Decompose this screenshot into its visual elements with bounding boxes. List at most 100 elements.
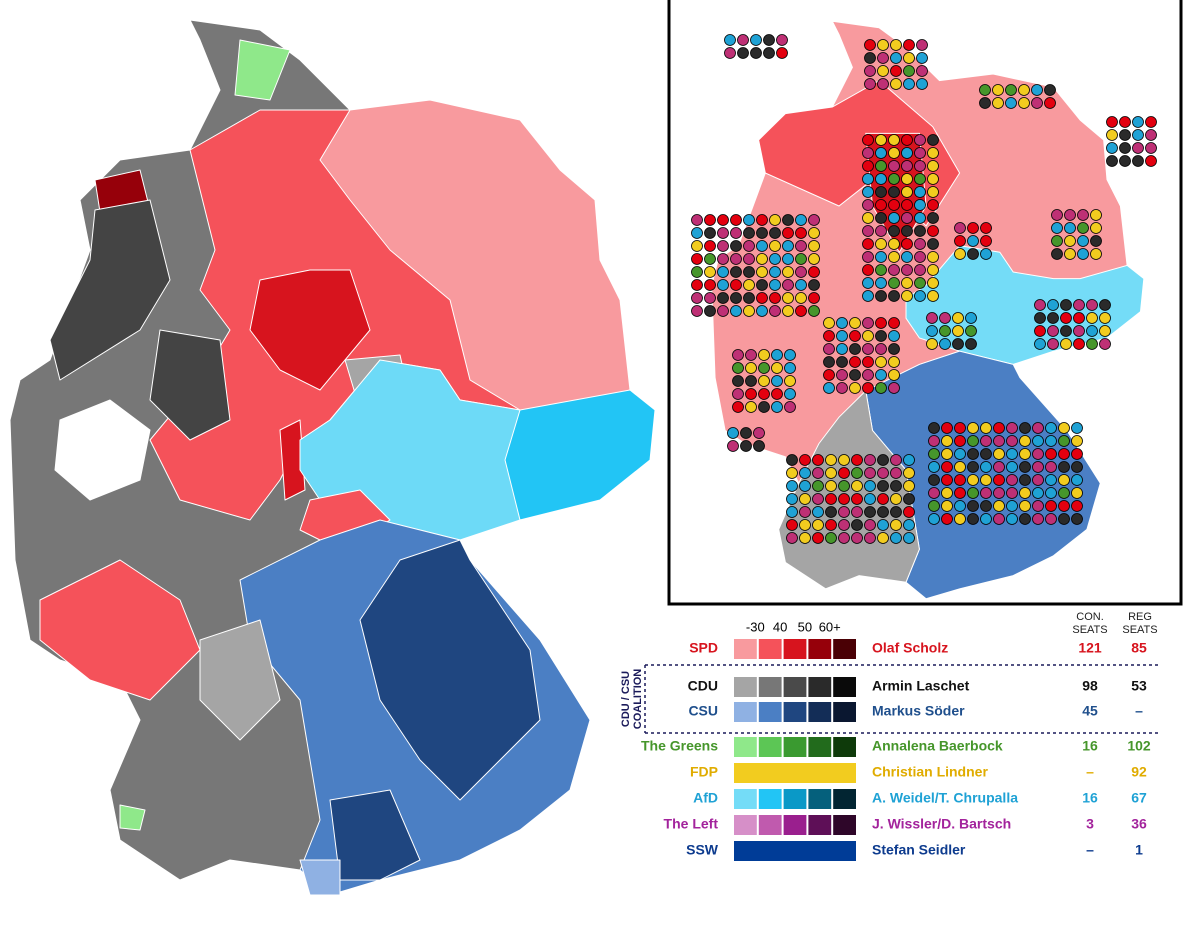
- seat-dot: [875, 199, 887, 211]
- seat-dot: [1132, 116, 1144, 128]
- seat-dot: [864, 52, 876, 64]
- constituency-seats: 45: [1082, 703, 1098, 719]
- seat-dot: [750, 47, 762, 59]
- seat-dot: [745, 362, 757, 374]
- color-swatch: [734, 763, 856, 783]
- seat-dot: [704, 214, 716, 226]
- seat-dot: [808, 240, 820, 252]
- seat-dot: [1032, 422, 1044, 434]
- seat-dot: [1006, 500, 1018, 512]
- seat-dot: [903, 467, 915, 479]
- seat-dot: [901, 160, 913, 172]
- seat-dot: [914, 160, 926, 172]
- seat-dot: [903, 454, 915, 466]
- seat-dot: [782, 240, 794, 252]
- seat-dot: [888, 160, 900, 172]
- seat-dot: [1064, 222, 1076, 234]
- seat-dot: [928, 474, 940, 486]
- color-swatch: [734, 841, 856, 861]
- seat-dot: [717, 214, 729, 226]
- seat-dot: [862, 369, 874, 381]
- seat-dot: [993, 474, 1005, 486]
- seat-dot: [1073, 325, 1085, 337]
- seat-dot: [927, 134, 939, 146]
- seat-dot: [1044, 97, 1056, 109]
- seat-dot: [1018, 97, 1030, 109]
- seat-dot: [888, 290, 900, 302]
- seat-dot: [1058, 422, 1070, 434]
- seat-dot: [1064, 235, 1076, 247]
- seat-dot: [1019, 461, 1031, 473]
- seat-dot: [823, 317, 835, 329]
- seat-dot: [901, 186, 913, 198]
- seat-dot: [1031, 84, 1043, 96]
- seat-dot: [1019, 500, 1031, 512]
- seat-dot: [954, 448, 966, 460]
- seat-dot: [717, 266, 729, 278]
- color-swatch: [734, 789, 757, 809]
- seat-dot: [939, 325, 951, 337]
- seat-dot: [1071, 513, 1083, 525]
- seat-dot: [901, 251, 913, 263]
- seat-dot: [903, 78, 915, 90]
- column-header: CON.: [1076, 611, 1104, 623]
- seat-dot: [992, 97, 1004, 109]
- seat-dot: [954, 248, 966, 260]
- color-swatch: [758, 815, 782, 835]
- seat-dot: [1064, 209, 1076, 221]
- seat-dot: [812, 467, 824, 479]
- seat-dot: [849, 317, 861, 329]
- seat-dot: [862, 251, 874, 263]
- color-swatch: [808, 639, 832, 659]
- seat-dot: [901, 134, 913, 146]
- seat-dot: [1086, 338, 1098, 350]
- seat-dot: [903, 493, 915, 505]
- seat-dot: [901, 173, 913, 185]
- seat-dot: [980, 248, 992, 260]
- seat-dot: [862, 134, 874, 146]
- color-swatch: [783, 639, 807, 659]
- seat-dot: [756, 240, 768, 252]
- seat-dot: [1119, 155, 1131, 167]
- seat-dot: [927, 251, 939, 263]
- seat-dot: [890, 65, 902, 77]
- constituency-seats: 16: [1082, 738, 1098, 754]
- seat-dot: [730, 240, 742, 252]
- seat-dot: [875, 330, 887, 342]
- column-header: SEATS: [1122, 624, 1157, 636]
- seat-dot: [737, 47, 749, 59]
- seat-dot: [1045, 487, 1057, 499]
- seat-dot: [769, 240, 781, 252]
- seat-dot: [926, 325, 938, 337]
- seat-dot: [862, 199, 874, 211]
- seat-dot: [1058, 487, 1070, 499]
- color-swatch: [808, 677, 832, 697]
- leader-name: Armin Laschet: [872, 678, 970, 694]
- seat-dot: [888, 317, 900, 329]
- seat-dot: [769, 253, 781, 265]
- scale-label: 60+: [819, 619, 841, 634]
- seat-dot: [838, 506, 850, 518]
- constituency-seats: –: [1086, 842, 1094, 858]
- seat-dot: [967, 487, 979, 499]
- seat-dot: [875, 382, 887, 394]
- seat-dot: [914, 199, 926, 211]
- seat-dot: [954, 461, 966, 473]
- regional-seats: 102: [1127, 738, 1151, 754]
- seat-dot: [1006, 435, 1018, 447]
- seat-dot: [903, 519, 915, 531]
- seat-dot: [812, 519, 824, 531]
- seat-dot: [890, 78, 902, 90]
- seat-dot: [954, 422, 966, 434]
- seat-dot: [756, 279, 768, 291]
- seat-dot: [784, 349, 796, 361]
- regional-seats: 85: [1131, 640, 1147, 656]
- color-swatch: [758, 677, 782, 697]
- seat-dot: [776, 47, 788, 59]
- party-name: CSU: [688, 703, 718, 719]
- seat-dot: [730, 279, 742, 291]
- seat-dot: [1045, 448, 1057, 460]
- seat-dot: [927, 199, 939, 211]
- seat-dot: [888, 199, 900, 211]
